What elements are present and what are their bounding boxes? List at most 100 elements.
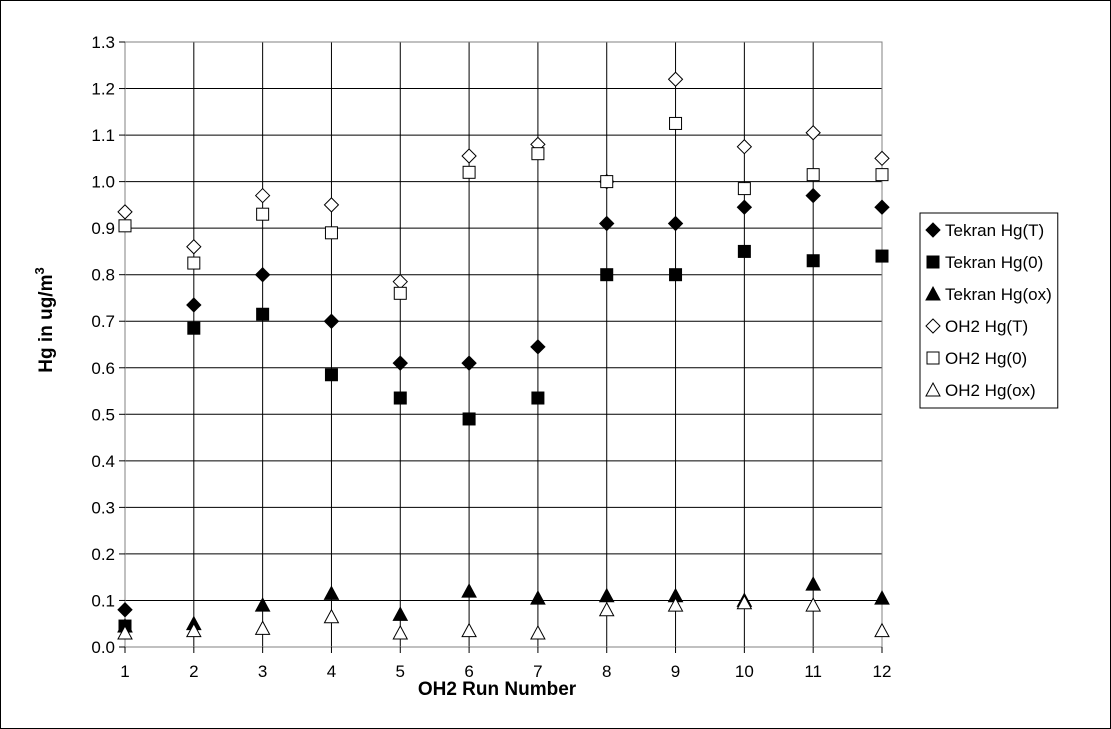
- point-tekran-hg-0: [669, 268, 683, 282]
- point-oh2-hg-ox: [667, 597, 684, 612]
- point-oh2-hg-0: [393, 286, 407, 300]
- point-oh2-hg-ox: [874, 622, 890, 638]
- y-tick-label: 0.3: [91, 498, 115, 517]
- y-axis-ticks: 0.0 0.1 0.2 0.3 0.4 0.5 0.6 0.7 0.8 0.9 1.0 1.1 1.2 1…: [91, 33, 125, 657]
- x-axis-ticks: 1 2 3 4 5 6 7 8 9 10 11 12: [120, 647, 891, 681]
- point-oh2-hg-0: [118, 219, 132, 233]
- x-tick-label: 1: [120, 662, 129, 681]
- legend-marker-tekran-hg-t: [925, 222, 941, 238]
- point-oh2-hg-ox: [530, 624, 546, 640]
- point-oh2-hg-0: [531, 147, 545, 161]
- x-tick-label: 9: [671, 662, 680, 681]
- point-oh2-hg-t: [874, 150, 890, 167]
- x-axis-label: OH2 Run Number: [418, 679, 577, 700]
- point-tekran-hg-ox: [461, 583, 477, 598]
- point-oh2-hg-0: [875, 168, 889, 182]
- point-oh2-hg-ox: [254, 620, 271, 635]
- point-tekran-hg-0: [187, 321, 201, 335]
- y-tick-label: 0.1: [91, 591, 115, 610]
- y-axis-label: Hg in ug/m3: [32, 267, 57, 372]
- point-tekran-hg-t: [805, 187, 821, 204]
- y-axis-label-superscript: 3: [32, 267, 47, 274]
- y-tick-label: 0.8: [91, 266, 115, 285]
- y-axis-label-text: Hg in ug/m: [36, 275, 57, 373]
- point-oh2-hg-0: [462, 165, 476, 179]
- point-tekran-hg-ox: [530, 590, 546, 605]
- point-tekran-hg-0: [806, 254, 820, 268]
- point-tekran-hg-t: [874, 199, 890, 215]
- x-tick-label: 2: [189, 662, 198, 681]
- x-tick-label: 12: [873, 662, 892, 681]
- legend-label-oh2-hg-t: OH2 Hg(T): [945, 317, 1028, 336]
- y-tick-label: 0.9: [91, 219, 115, 238]
- point-oh2-hg-0: [187, 256, 201, 270]
- point-tekran-hg-0: [737, 244, 751, 258]
- point-oh2-hg-ox: [185, 622, 202, 638]
- point-tekran-hg-ox: [254, 597, 271, 612]
- point-tekran-hg-ox: [874, 590, 890, 605]
- plot-area: [124, 41, 883, 648]
- y-tick-label: 1.1: [91, 126, 115, 145]
- x-tick-label: 6: [464, 662, 473, 681]
- point-oh2-hg-ox: [392, 624, 409, 640]
- point-tekran-hg-0: [600, 268, 614, 282]
- x-tick-label: 10: [735, 662, 754, 681]
- point-tekran-hg-0: [875, 249, 889, 263]
- legend-label-tekran-hg-ox: Tekran Hg(ox): [945, 285, 1052, 304]
- point-tekran-hg-t: [736, 199, 753, 215]
- point-oh2-hg-0: [324, 226, 338, 240]
- point-oh2-hg-ox: [736, 594, 753, 610]
- x-tick-label: 11: [804, 662, 822, 681]
- point-tekran-hg-0: [531, 391, 545, 405]
- point-oh2-hg-ox: [461, 622, 477, 638]
- point-oh2-hg-t: [254, 187, 271, 204]
- y-tick-label: 1.0: [91, 173, 115, 192]
- point-oh2-hg-ox: [117, 624, 133, 640]
- y-tick-label: 0.6: [91, 359, 115, 378]
- legend-label-oh2-hg-0: OH2 Hg(0): [945, 349, 1027, 368]
- y-tick-label: 1.2: [91, 80, 115, 99]
- y-tick-label: 0.0: [91, 638, 115, 657]
- point-tekran-hg-ox: [392, 606, 409, 621]
- legend-marker-oh2-hg-t: [925, 318, 941, 334]
- y-tick-label: 0.7: [91, 312, 115, 331]
- point-oh2-hg-t: [117, 204, 133, 220]
- grid-lines: [124, 41, 883, 648]
- legend-box: [919, 212, 1059, 409]
- data-points: [117, 71, 890, 640]
- point-tekran-hg-0: [393, 391, 407, 405]
- point-oh2-hg-t: [392, 273, 408, 290]
- point-tekran-hg-t: [667, 215, 684, 232]
- x-tick-label: 7: [533, 662, 542, 681]
- point-oh2-hg-t: [667, 71, 684, 87]
- point-oh2-hg-ox: [805, 597, 822, 612]
- y-tick-label: 0.5: [91, 405, 115, 424]
- point-oh2-hg-0: [737, 182, 751, 196]
- point-oh2-hg-0: [669, 116, 683, 130]
- point-oh2-hg-ox: [323, 608, 340, 624]
- point-tekran-hg-ox: [598, 587, 615, 603]
- point-tekran-hg-0: [256, 307, 270, 321]
- y-tick-label: 0.4: [91, 452, 115, 471]
- point-oh2-hg-ox: [598, 601, 615, 617]
- point-tekran-hg-t: [530, 339, 546, 355]
- point-oh2-hg-t: [805, 125, 821, 141]
- x-tick-label: 3: [258, 662, 267, 681]
- legend-marker-oh2-hg-ox: [925, 381, 941, 397]
- point-oh2-hg-t: [736, 139, 753, 155]
- point-tekran-hg-t: [117, 602, 133, 618]
- point-tekran-hg-0: [324, 368, 338, 382]
- x-tick-label: 8: [602, 662, 611, 681]
- point-oh2-hg-0: [256, 207, 270, 221]
- point-tekran-hg-ox: [323, 585, 340, 600]
- x-tick-label: 4: [327, 662, 336, 681]
- point-tekran-hg-t: [323, 313, 340, 329]
- legend-marker-oh2-hg-0: [926, 351, 940, 365]
- point-oh2-hg-t: [323, 197, 340, 213]
- point-tekran-hg-t: [186, 297, 202, 313]
- point-tekran-hg-t: [461, 355, 477, 371]
- legend-label-tekran-hg-0: Tekran Hg(0): [945, 253, 1043, 272]
- point-tekran-hg-t: [599, 215, 615, 232]
- point-oh2-hg-0: [806, 168, 820, 182]
